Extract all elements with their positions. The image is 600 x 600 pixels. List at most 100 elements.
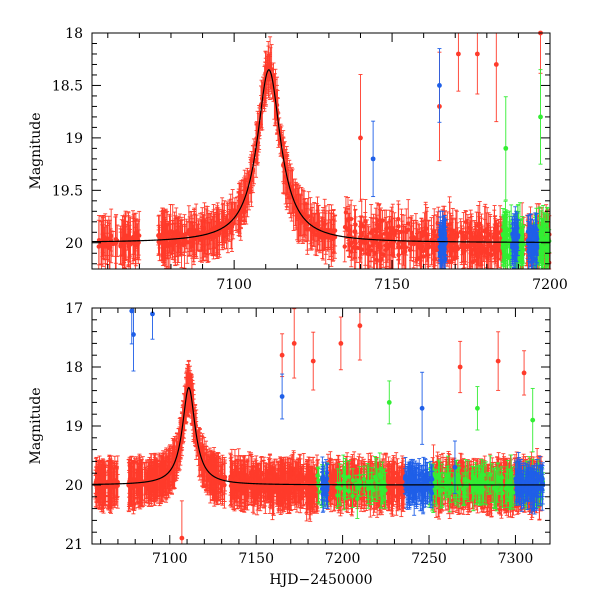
top-data-point xyxy=(352,244,357,250)
top-data-point xyxy=(345,218,351,223)
top-data-point xyxy=(463,219,469,225)
top-data-point xyxy=(545,250,550,255)
top-data-point xyxy=(342,244,347,249)
top-data-point xyxy=(528,232,533,238)
top-data-point xyxy=(161,234,166,239)
top-data-point xyxy=(420,231,425,236)
top-data-point xyxy=(315,220,321,226)
top-data-point xyxy=(515,225,520,231)
top-data-point xyxy=(172,233,177,239)
panel-bottom: 7100 7150 7200 7250 7300 17 18 19 20 21 … xyxy=(28,301,551,588)
top-data-point xyxy=(543,245,548,250)
top-data-layer xyxy=(96,30,552,270)
top-data-point xyxy=(182,239,187,244)
top-data-point xyxy=(197,237,203,243)
top-data-point xyxy=(365,247,371,252)
top-series-red xyxy=(96,30,552,270)
top-data-point xyxy=(406,221,411,226)
top-data-point xyxy=(475,248,481,254)
top-data-point xyxy=(108,233,114,239)
top-ticks xyxy=(92,32,551,269)
top-plot-frame xyxy=(91,32,551,270)
top-data-point xyxy=(384,243,389,248)
top-ytick-label: 19.5 xyxy=(52,183,83,199)
top-data-point xyxy=(538,235,544,241)
top-data-point xyxy=(349,249,354,254)
top-data-point xyxy=(539,231,544,236)
top-outlier-point xyxy=(370,156,376,162)
top-outlier-point xyxy=(437,83,442,88)
top-data-point xyxy=(187,230,192,235)
panel-top: 7100 7150 7200 18 18.5 19 19.5 20 Magnit… xyxy=(28,26,568,293)
top-data-point xyxy=(511,256,516,261)
top-data-point xyxy=(426,243,431,248)
top-data-point xyxy=(396,216,401,222)
top-data-point xyxy=(165,244,171,249)
top-data-point xyxy=(396,244,401,250)
top-data-point xyxy=(385,231,390,236)
top-data-point xyxy=(107,245,112,251)
top-data-point xyxy=(468,236,473,241)
top-data-point xyxy=(417,243,422,248)
top-data-point xyxy=(374,241,379,246)
top-data-point xyxy=(465,230,471,235)
top-outlier-point xyxy=(358,135,363,141)
top-data-point xyxy=(492,233,497,239)
top-data-point xyxy=(432,256,438,262)
top-data-point xyxy=(492,226,498,231)
top-data-point xyxy=(500,233,506,238)
top-data-point xyxy=(308,226,313,232)
top-ytick-label: 18.5 xyxy=(52,78,83,94)
top-data-point xyxy=(211,235,216,240)
top-data-point xyxy=(394,228,399,233)
top-xtick-label: 7150 xyxy=(374,277,410,293)
top-data-point xyxy=(370,243,375,248)
top-data-point xyxy=(526,248,532,254)
top-outlier-point xyxy=(538,114,543,120)
top-data-point xyxy=(484,226,490,232)
top-data-point xyxy=(409,230,415,236)
top-data-point xyxy=(495,246,500,252)
top-data-point xyxy=(353,222,358,227)
top-data-point xyxy=(203,235,208,241)
top-data-point xyxy=(343,210,349,215)
top-data-point xyxy=(126,236,131,242)
top-outlier-point xyxy=(493,62,499,67)
top-y-axis-title: Magnitude xyxy=(28,112,44,189)
top-outlier-point xyxy=(456,51,461,57)
top-model-curve xyxy=(91,68,551,243)
top-data-point xyxy=(383,247,388,253)
top-ytick-label: 20 xyxy=(65,236,83,252)
top-data-point xyxy=(322,222,327,227)
top-data-point xyxy=(407,241,413,246)
top-data-point xyxy=(219,221,225,226)
bottom-series-red xyxy=(93,307,544,545)
top-data-point xyxy=(390,252,396,258)
top-outlier-point xyxy=(503,145,509,151)
top-data-point xyxy=(484,238,489,243)
top-xtick-label: 7200 xyxy=(532,277,568,293)
top-data-point xyxy=(230,209,235,215)
top-data-point xyxy=(358,234,363,240)
top-data-point xyxy=(479,237,484,243)
top-data-point xyxy=(377,245,382,250)
top-data-point xyxy=(113,241,118,246)
top-data-point xyxy=(346,232,352,238)
top-data-point xyxy=(476,242,482,247)
top-outlier-point xyxy=(474,51,480,57)
top-xtick-label: 7100 xyxy=(216,277,252,293)
top-ytick-label: 19 xyxy=(65,131,83,147)
top-data-point xyxy=(455,246,461,252)
top-data-point xyxy=(96,244,101,249)
top-data-point xyxy=(320,235,325,241)
top-data-point xyxy=(164,233,170,238)
bottom-data-layer xyxy=(93,307,546,545)
top-data-point xyxy=(511,235,516,240)
top-data-point xyxy=(404,229,409,235)
top-data-point xyxy=(401,242,406,248)
top-ytick-label: 18 xyxy=(65,26,83,42)
top-data-point xyxy=(157,232,162,238)
top-data-point xyxy=(313,232,318,237)
top-data-point xyxy=(463,233,468,239)
